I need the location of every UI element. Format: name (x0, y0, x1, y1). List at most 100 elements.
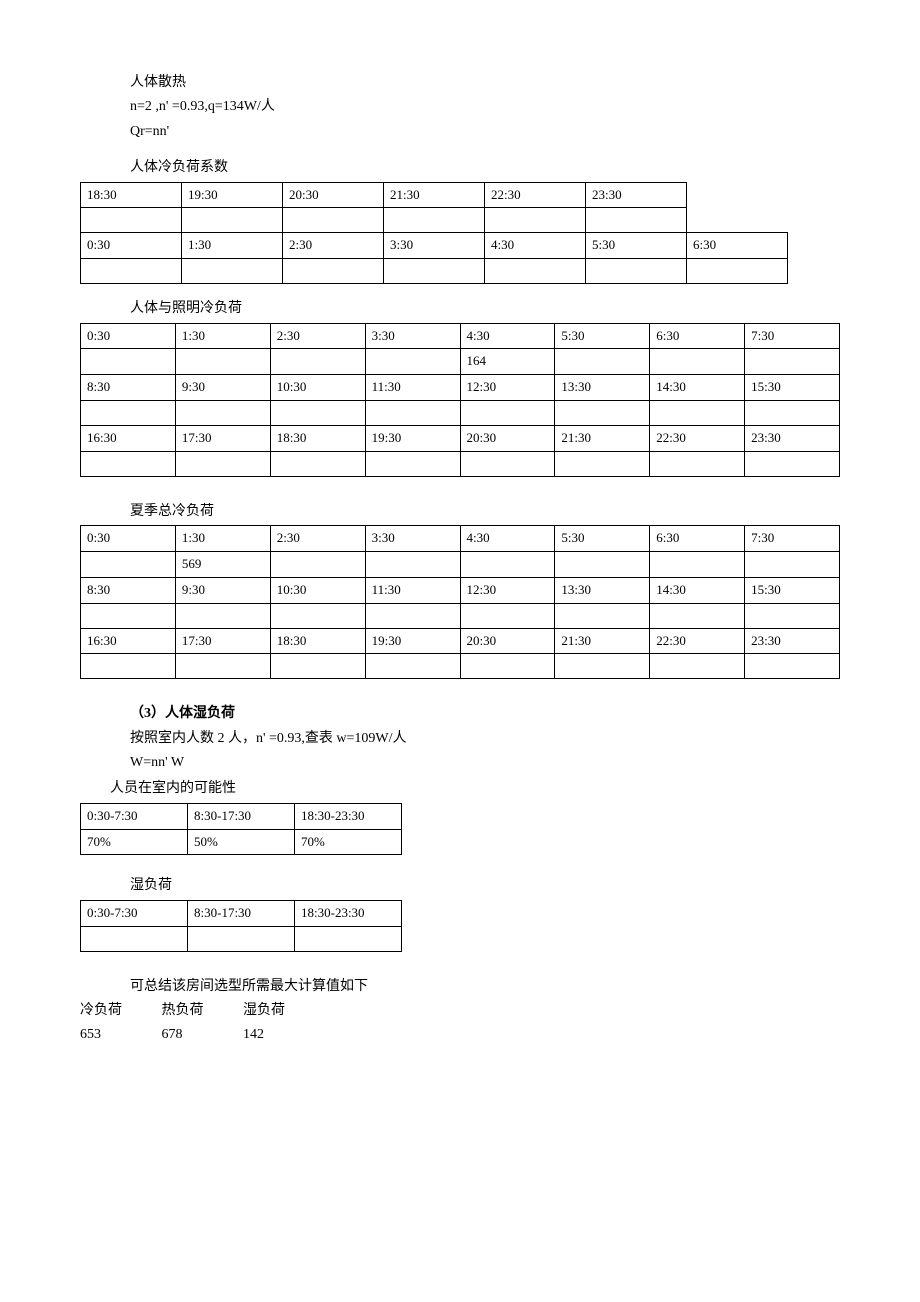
table2-title: 人体与照明冷负荷 (80, 298, 840, 320)
table-cell: 23:30 (586, 182, 687, 208)
table-cell (175, 400, 270, 425)
table-cell (650, 551, 745, 577)
table-cell (555, 603, 650, 628)
table-cell: 4:30 (485, 233, 586, 259)
table-cell (555, 451, 650, 476)
table-cell: 8:30 (81, 375, 176, 401)
table-cell (270, 400, 365, 425)
table-cell: 8:30-17:30 (188, 900, 295, 926)
heading-body-wet: （3）人体湿负荷 (130, 703, 840, 725)
table-wet-load: 0:30-7:308:30-17:3018:30-23:30 (80, 900, 402, 952)
heading-body-heat: 人体散热 (130, 72, 840, 94)
table-cell: 18:30 (270, 628, 365, 654)
table-cell (650, 603, 745, 628)
table-cell (586, 259, 687, 284)
table-cell: 13:30 (555, 375, 650, 401)
table-cell (175, 451, 270, 476)
table-cell (745, 349, 840, 375)
table-cell: 5:30 (555, 323, 650, 349)
table-cell (270, 551, 365, 577)
table-cell (384, 208, 485, 233)
table-cell (485, 208, 586, 233)
table-cell (586, 208, 687, 233)
table-cell: 18:30-23:30 (295, 900, 402, 926)
table-cell (650, 654, 745, 679)
table-cell (81, 451, 176, 476)
table-cell: 2:30 (270, 526, 365, 552)
table-cell: 14:30 (650, 577, 745, 603)
table-cell (460, 451, 555, 476)
table-cell: 1:30 (175, 526, 270, 552)
table-cell: 569 (175, 551, 270, 577)
table-cell (283, 208, 384, 233)
table-cell (745, 603, 840, 628)
table-cell: 23:30 (745, 628, 840, 654)
table-cell (555, 654, 650, 679)
table-cell (81, 349, 176, 375)
table-cell (555, 551, 650, 577)
table-cell: 2:30 (283, 233, 384, 259)
table-cell: 3:30 (365, 323, 460, 349)
table-cell: 20:30 (460, 628, 555, 654)
table-cell (485, 259, 586, 284)
body-heat-param: n=2 ,n' =0.93,q=134W/人 (130, 96, 840, 118)
table-cell: 6:30 (650, 323, 745, 349)
table-body-cold-coef: 18:3019:3020:3021:3022:3023:300:301:302:… (80, 182, 788, 285)
table-cell (175, 349, 270, 375)
table-cell (81, 654, 176, 679)
table-cell (650, 400, 745, 425)
table-cell (460, 551, 555, 577)
table-cell (365, 400, 460, 425)
table-cell: 0:30 (81, 526, 176, 552)
table-cell (270, 349, 365, 375)
table-cell: 12:30 (460, 577, 555, 603)
table-cell (555, 400, 650, 425)
table-cell: 1:30 (182, 233, 283, 259)
table-cell: 11:30 (365, 375, 460, 401)
table-cell: 16:30 (81, 425, 176, 451)
table-cell (81, 259, 182, 284)
table-cell (81, 603, 176, 628)
table1-title: 人体冷负荷系数 (80, 157, 840, 179)
table-cell: 70% (295, 829, 402, 855)
table-cell: 12:30 (460, 375, 555, 401)
table4-title: 人员在室内的可能性 (80, 778, 840, 800)
table-cell: 3:30 (384, 233, 485, 259)
table-cell: 18:30-23:30 (295, 803, 402, 829)
table-cell: 19:30 (365, 628, 460, 654)
table-cell: 0:30-7:30 (81, 803, 188, 829)
table-cell: 5:30 (555, 526, 650, 552)
table-cell (460, 400, 555, 425)
table-cell: 14:30 (650, 375, 745, 401)
table-cell: 15:30 (745, 577, 840, 603)
table-cell: 70% (81, 829, 188, 855)
table-cell (270, 451, 365, 476)
summary-labels: 冷负荷 热负荷 湿负荷 (80, 1000, 840, 1022)
body-heat-formula: Qr=nn' (130, 121, 840, 143)
table-cell: 22:30 (650, 425, 745, 451)
table-cell (270, 654, 365, 679)
table-cell: 16:30 (81, 628, 176, 654)
table-summer-total-cold: 0:301:302:303:304:305:306:307:305698:309… (80, 525, 840, 679)
table-cell: 1:30 (175, 323, 270, 349)
table-cell: 0:30 (81, 233, 182, 259)
table-cell: 8:30-17:30 (188, 803, 295, 829)
table-cell: 20:30 (460, 425, 555, 451)
table-body-lighting-cold: 0:301:302:303:304:305:306:307:301648:309… (80, 323, 840, 477)
table-cell: 10:30 (270, 577, 365, 603)
table-cell: 21:30 (384, 182, 485, 208)
table-cell (270, 603, 365, 628)
table-cell: 9:30 (175, 375, 270, 401)
table-cell (365, 349, 460, 375)
table3-title: 夏季总冷负荷 (80, 501, 840, 523)
table-cell (295, 926, 402, 951)
table-cell: 3:30 (365, 526, 460, 552)
table-cell (384, 259, 485, 284)
table-cell (283, 259, 384, 284)
table-cell (460, 654, 555, 679)
table-cell (745, 654, 840, 679)
table-cell (175, 654, 270, 679)
table-cell: 8:30 (81, 577, 176, 603)
table-cell: 6:30 (687, 233, 788, 259)
body-wet-param: 按照室内人数 2 人，n' =0.93,查表 w=109W/人 (130, 728, 840, 750)
